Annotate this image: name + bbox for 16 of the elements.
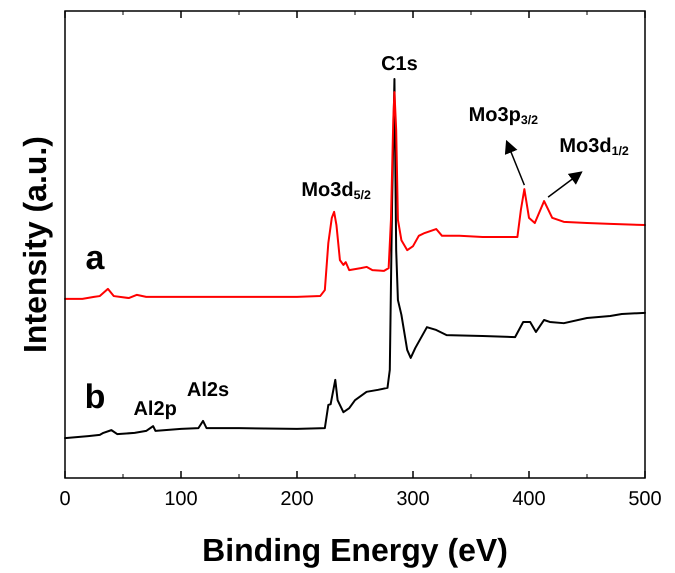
x-tick-label: 400 [512,488,546,510]
annotation: C1s [381,53,418,75]
annotation: Mo3d$_{5/2}$ [301,178,371,202]
x-tick-label: 0 [59,488,71,510]
x-axis-title: Binding Energy (eV) [202,532,508,568]
annotation: Al2p [133,398,177,420]
annotation: Al2s [186,378,230,401]
series-label: a [86,238,106,277]
x-tick-label: 500 [628,488,662,510]
series-label: b [84,378,106,416]
x-tick-label: 300 [396,488,430,510]
annotation: Mo3d$_{1/2}$ [559,135,629,158]
annotation: Mo3p$_{3/2}$ [468,104,538,128]
x-tick-label: 200 [280,488,314,510]
y-axis-title: Intensity (a.u.) [17,136,53,353]
x-tick-label: 100 [164,488,198,510]
